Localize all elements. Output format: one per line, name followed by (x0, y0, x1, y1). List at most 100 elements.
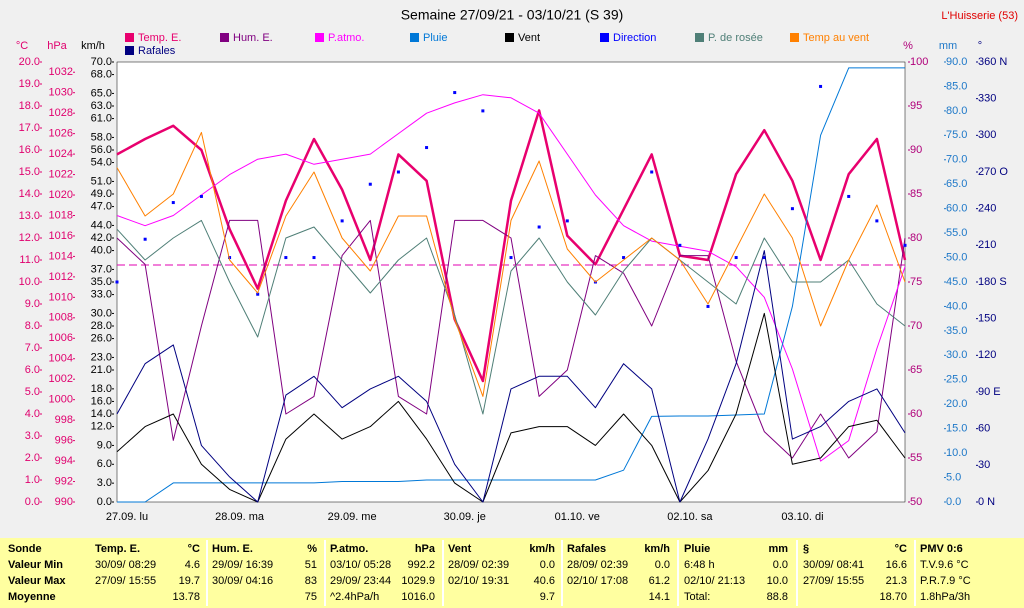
y-tick-label: 20.0 (19, 56, 40, 68)
y-tick-label: 17.0 (19, 122, 40, 134)
y-tick-label: 75.0 (946, 129, 967, 141)
y-tick-label: 1026 (49, 128, 73, 140)
y-tick-label: 1002 (49, 373, 73, 385)
x-tick-label: 01.10. ve (555, 511, 600, 523)
y-tick-label: 14.0 (19, 188, 40, 200)
y-tick-label: 7.0 (25, 342, 40, 354)
table-cell: 29/09/ 16:39 (212, 559, 273, 571)
y-tick-label: 40.0 (946, 300, 967, 312)
direction-dot (819, 84, 823, 88)
column-unit: km/h (644, 543, 670, 555)
direction-dot (396, 170, 400, 174)
column-unit: °C (188, 543, 200, 555)
table-cell: 30/09/ 08:41 (803, 559, 864, 571)
y-tick-label: 16.0 (19, 144, 40, 156)
y-tick-label: 16.0 (91, 395, 112, 407)
y-tick-label: 56.0 (91, 144, 112, 156)
legend-swatch (125, 46, 134, 55)
table-cell: 19.7 (179, 575, 200, 587)
y-tick-label: 47.0 (91, 200, 112, 212)
axis-unit: ° (978, 40, 982, 52)
y-tick-label: 998 (55, 414, 73, 426)
legend-swatch (125, 33, 134, 42)
y-tick-label: 270 O (978, 166, 1008, 178)
y-tick-label: 44.0 (91, 219, 112, 231)
column-header: P.atmo. (330, 543, 368, 555)
y-tick-label: 11.0 (19, 254, 40, 266)
x-tick-label: 27.09. lu (106, 511, 148, 523)
y-tick-label: 6.0 (25, 364, 40, 376)
y-tick-label: 1000 (49, 394, 73, 406)
y-tick-label: 1020 (49, 189, 73, 201)
stats-table (0, 538, 1024, 608)
y-tick-label: 30.0 (91, 307, 112, 319)
y-tick-label: 0 N (978, 496, 995, 508)
series-line (116, 94, 906, 462)
chart-title: Semaine 27/09/21 - 03/10/21 (S 39) (401, 7, 624, 23)
row-label: Valeur Min (8, 559, 63, 571)
table-cell: 1.8hPa/3h (920, 591, 970, 603)
table-cell: 28/09/ 02:39 (567, 559, 628, 571)
axis-unit: % (903, 40, 913, 52)
column-unit: mm (768, 543, 788, 555)
y-tick-label: 330 (978, 93, 996, 105)
table-cell: 30/09/ 08:29 (95, 559, 156, 571)
direction-dot (762, 256, 766, 260)
row-label: Moyenne (8, 591, 56, 603)
column-header: PMV 0:6 (920, 543, 963, 555)
table-cell: 29/09/ 23:44 (330, 575, 391, 587)
legend-swatch (600, 33, 609, 42)
series-line (116, 312, 906, 503)
legend-label: Rafales (138, 45, 176, 57)
table-cell: 83 (305, 575, 317, 587)
y-tick-label: 37.0 (91, 263, 112, 275)
table-cell: ^2.4hPa/h (330, 591, 379, 603)
y-tick-label: 80.0 (946, 105, 967, 117)
direction-dot (340, 219, 344, 223)
y-tick-label: 63.0 (91, 100, 112, 112)
table-cell: 14.1 (649, 591, 670, 603)
y-tick-label: 61.0 (91, 112, 112, 124)
axis-unit: mm (939, 40, 957, 52)
y-tick-label: 18.0 (19, 100, 40, 112)
table-cell: 88.8 (767, 591, 788, 603)
y-tick-label: 19.0 (19, 78, 40, 90)
y-tick-label: 12.0 (91, 420, 112, 432)
y-tick-label: 20.0 (946, 398, 967, 410)
y-tick-label: 150 (978, 313, 996, 325)
y-tick-label: 58.0 (91, 131, 112, 143)
series-line (116, 219, 906, 459)
legend-swatch (220, 33, 229, 42)
y-tick-label: 45.0 (946, 276, 967, 288)
y-tick-label: 65.0 (91, 87, 112, 99)
table-cell: 13.78 (172, 591, 200, 603)
axis-unit: hPa (47, 40, 67, 52)
series-line (116, 109, 907, 383)
direction-dot (425, 146, 429, 150)
table-cell: 61.2 (649, 575, 670, 587)
y-tick-label: 180 S (978, 276, 1007, 288)
y-tick-label: 49.0 (91, 188, 112, 200)
y-tick-label: 2.0 (25, 452, 40, 464)
y-tick-label: 51.0 (91, 175, 112, 187)
table-header: Sonde (8, 543, 42, 555)
y-tick-label: 60.0 (946, 203, 967, 215)
y-tick-label: 990 (55, 496, 73, 508)
direction-dot (650, 170, 654, 174)
direction-dot (565, 219, 569, 223)
direction-dot (481, 109, 485, 113)
y-tick-label: 60 (910, 408, 922, 420)
table-cell: 02/10/ 21:13 (684, 575, 745, 587)
y-tick-label: 1028 (49, 107, 73, 119)
y-tick-label: 12.0 (19, 232, 40, 244)
table-cell: 4.6 (185, 559, 200, 571)
legend-swatch (505, 33, 514, 42)
direction-dot (199, 194, 203, 198)
y-tick-label: 68.0 (91, 68, 112, 80)
y-tick-label: 992 (55, 475, 73, 487)
y-tick-label: 1.0 (25, 474, 40, 486)
y-tick-label: 28.0 (91, 320, 112, 332)
direction-dot (312, 256, 316, 260)
y-tick-label: 1022 (49, 168, 73, 180)
